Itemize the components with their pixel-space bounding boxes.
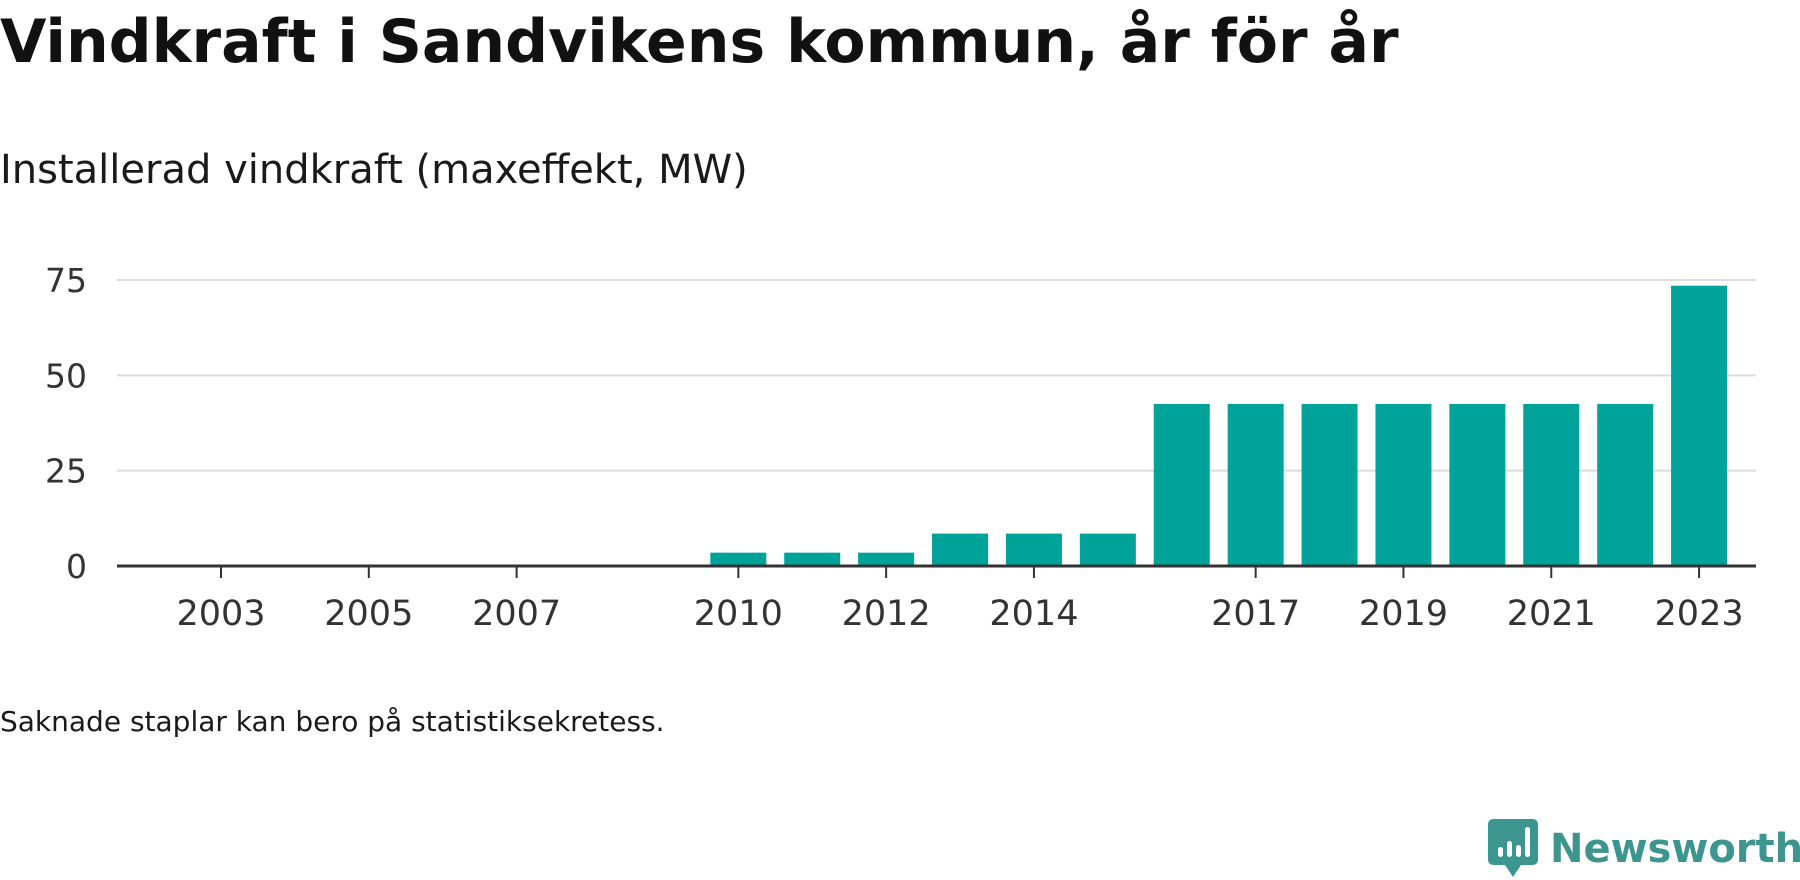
x-tick-label: 2023 <box>1655 594 1744 634</box>
y-tick-label: 25 <box>45 452 87 491</box>
bar-2012 <box>858 552 915 566</box>
y-tick-label: 50 <box>45 356 87 395</box>
y-tick-label: 0 <box>66 547 87 586</box>
x-tick-label: 2007 <box>472 594 561 634</box>
bar-2011 <box>784 552 841 566</box>
x-tick-label: 2003 <box>176 594 265 634</box>
chart-title: Vindkraft i Sandvikens kommun, år för år <box>0 7 1399 77</box>
newsworthy-logo[interactable]: Newsworthy <box>1488 818 1800 880</box>
x-tick-label: 2014 <box>989 594 1078 634</box>
bar-2010 <box>710 552 767 566</box>
bar-chart: 0 25 50 75 2003 2005 2007 2010 2012 2014 2017 2019 2… <box>45 261 1756 634</box>
x-tick-label: 2012 <box>842 594 931 634</box>
bar-2020 <box>1449 403 1506 566</box>
bars <box>710 285 1728 566</box>
x-tick-label: 2010 <box>694 594 783 634</box>
x-tick-label: 2021 <box>1507 594 1596 634</box>
axes <box>117 564 1756 578</box>
y-tick-label: 75 <box>45 261 87 300</box>
x-tick-label: 2005 <box>324 594 413 634</box>
bar-2017 <box>1227 403 1284 566</box>
bar-2014 <box>1005 533 1062 566</box>
tick-labels: 0 25 50 75 2003 2005 2007 2010 2012 2014 2017 2019 2… <box>45 261 1744 634</box>
grid-lines <box>117 279 1756 472</box>
bar-2018 <box>1301 403 1358 566</box>
newsworthy-logo-icon <box>1488 819 1538 877</box>
x-tick-label: 2019 <box>1359 594 1448 634</box>
footnote: Saknade staplar kan bero på statistiksek… <box>0 705 665 738</box>
x-tick-label: 2017 <box>1211 594 1300 634</box>
bar-2013 <box>932 533 989 566</box>
bar-2019 <box>1375 403 1432 566</box>
chart-subtitle: Installerad vindkraft (maxeffekt, MW) <box>0 147 748 193</box>
bar-2015 <box>1079 533 1136 566</box>
bar-2022 <box>1597 403 1654 566</box>
bar-2023 <box>1671 285 1728 566</box>
bar-2016 <box>1153 403 1210 566</box>
brand-name: Newsworthy <box>1550 826 1800 872</box>
bar-2021 <box>1523 403 1580 566</box>
